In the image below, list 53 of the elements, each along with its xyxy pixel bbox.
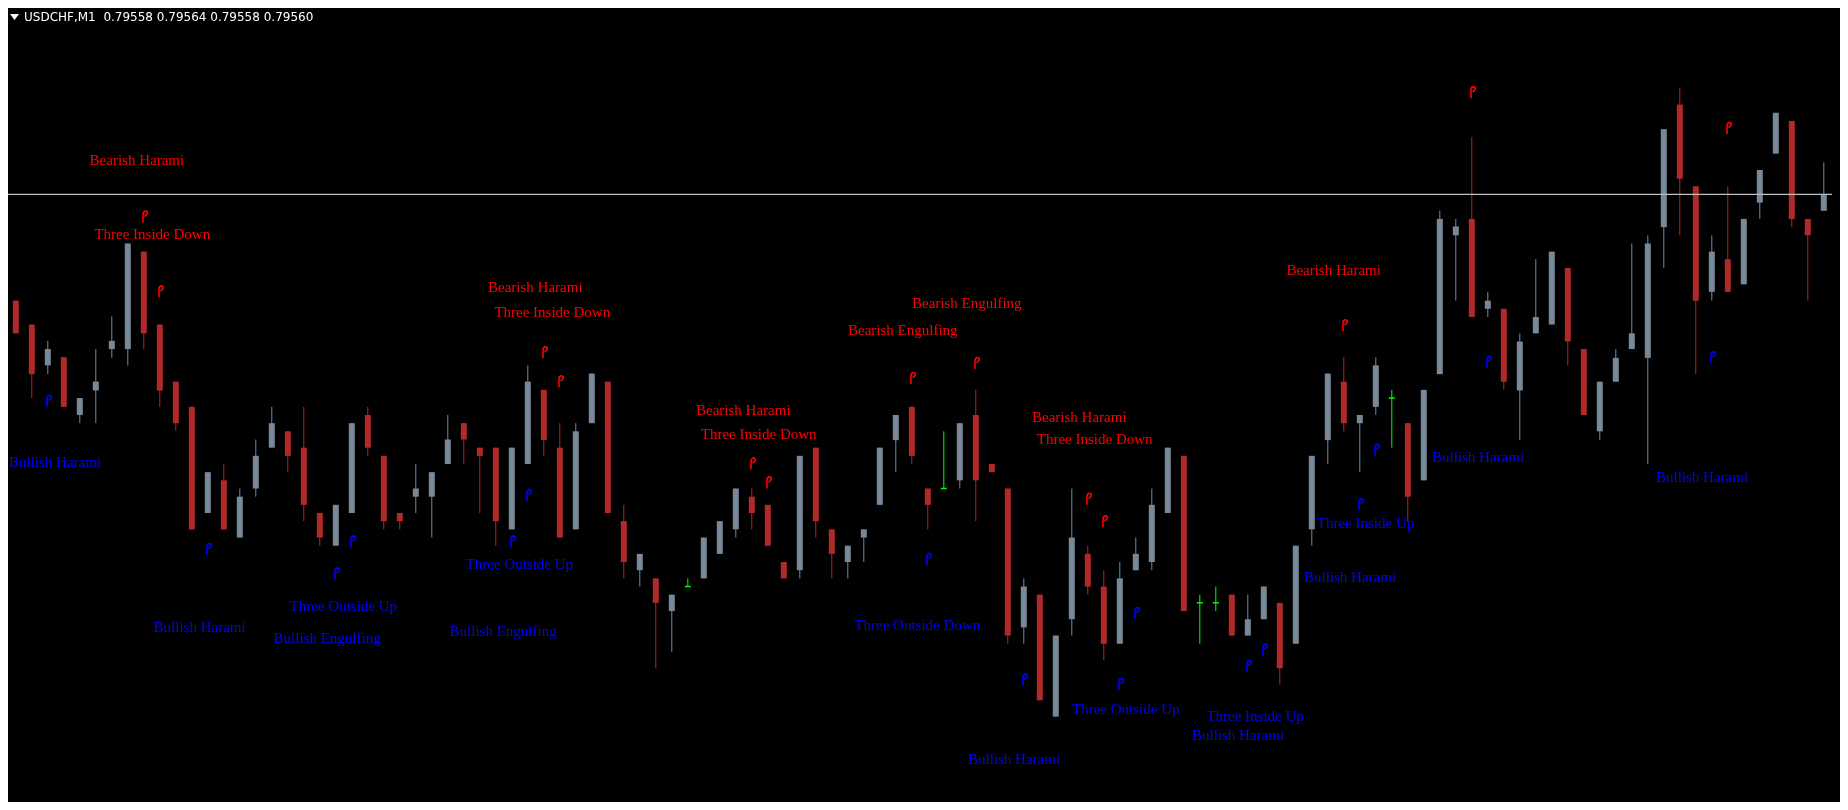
- annotation: Three Outside Up: [289, 598, 398, 615]
- candlestick: [1484, 291, 1491, 318]
- annotation: Bearish Engulfing: [912, 295, 1023, 312]
- annotation: Bearish Harami: [696, 402, 791, 419]
- annotation: Three Inside Down: [94, 226, 211, 243]
- candlestick: [1196, 594, 1204, 645]
- candlestick: [860, 528, 867, 563]
- annotation: Bearish Engulfing: [848, 322, 959, 339]
- candlestick: [108, 315, 115, 359]
- candlestick: [1612, 348, 1619, 383]
- annotation: Bullish Harami: [1656, 468, 1749, 485]
- annotation: Bullish Harami: [153, 619, 246, 636]
- candlestick: [636, 553, 643, 588]
- annotation: Bullish Harami: [1432, 448, 1525, 465]
- annotation: Three Inside Down: [1036, 430, 1154, 447]
- annotation: Bullish Harami: [9, 453, 102, 470]
- candlestick: [1356, 414, 1363, 473]
- annotation: Bullish Engulfing: [449, 622, 558, 639]
- candlestick: [412, 463, 419, 514]
- candlestick: [844, 545, 851, 579]
- annotation: Three Inside Up: [1316, 514, 1415, 531]
- candlestick: [1388, 389, 1396, 449]
- candlestick: [1532, 258, 1539, 334]
- text: Bullish Harami: [1192, 727, 1285, 744]
- candlestick: [44, 340, 51, 375]
- candlestick: [668, 594, 675, 653]
- candlestick: [92, 348, 99, 424]
- annotation: Bullish Engulfing: [273, 630, 382, 647]
- candlestick: [1820, 161, 1827, 212]
- annotation: Three Outside Up: [465, 556, 574, 573]
- annotation: Bearish Harami: [1286, 261, 1381, 278]
- candlestick: [476, 447, 483, 514]
- annotation: Three Inside Up: [1206, 708, 1304, 725]
- candlestick: [748, 488, 755, 530]
- candlestick: [924, 488, 931, 530]
- annotation: Bearish Harami: [488, 279, 583, 296]
- annotation: Three Inside Down: [494, 304, 611, 321]
- annotation: Three Outside Down: [854, 617, 981, 634]
- candlestick: [1132, 537, 1139, 571]
- chart-title: USDCHF,M1 0.79558 0.79564 0.79558 0.79560: [24, 10, 314, 24]
- candlestick: [76, 397, 83, 424]
- annotation: Bearish Harami: [89, 152, 185, 169]
- annotation: Bullish Harami: [1304, 569, 1397, 586]
- annotation: Bearish Harami: [1032, 408, 1127, 425]
- annotation: Three Outside Up: [1072, 701, 1180, 718]
- candlestick: [1212, 586, 1220, 612]
- candlestick: [460, 422, 467, 465]
- candlestick: [1804, 218, 1811, 302]
- candlestick: [1628, 242, 1635, 350]
- candlestick: [1244, 594, 1251, 637]
- candlestick: [1452, 218, 1459, 302]
- annotation: Three Inside Down: [700, 425, 818, 442]
- text: Bullish Harami: [968, 751, 1061, 768]
